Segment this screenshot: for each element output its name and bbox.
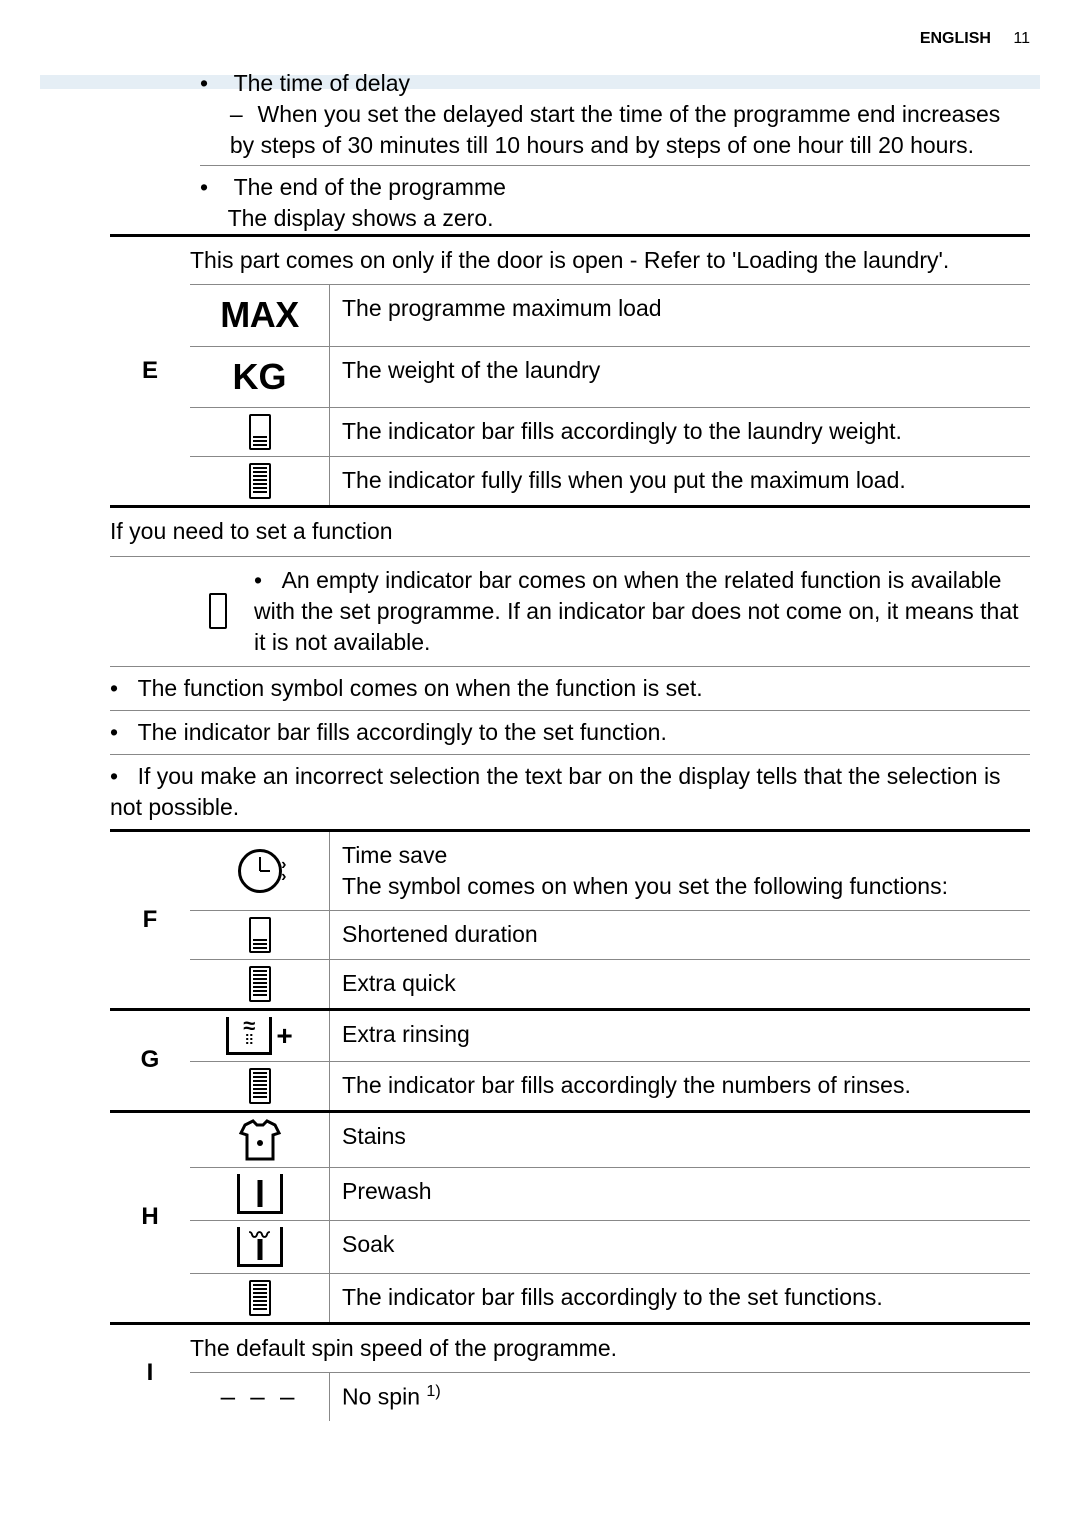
desc-weight-laundry: The weight of the laundry — [330, 347, 1030, 408]
sub-bullet-delay-detail: When you set the delayed start the time … — [230, 99, 1030, 161]
row-bullet-function-set: The function symbol comes on when the fu… — [110, 666, 1030, 710]
desc-prewash: Prewash — [330, 1168, 1030, 1220]
kg-icon: KG — [233, 353, 287, 402]
desc-max-load: The programme maximum load — [330, 285, 1030, 346]
indicator-bar-full-icon — [249, 966, 271, 1002]
desc-extra-rinsing: Extra rinsing — [330, 1011, 1030, 1061]
section-I-intro: The default spin speed of the programme. — [190, 1325, 1030, 1372]
section-G: G + Extra rinsing The indicator bar fill… — [110, 1008, 1030, 1110]
section-F-label: F — [110, 904, 190, 936]
section-H-label: H — [110, 1201, 190, 1233]
prewash-icon — [237, 1174, 283, 1214]
top-continuation-block: The time of delay When you set the delay… — [110, 68, 1030, 234]
section-E: E This part comes on only if the door is… — [110, 234, 1030, 505]
desc-stains: Stains — [330, 1113, 1030, 1167]
bullet-text: The time of delay — [234, 70, 410, 96]
section-H: H Stains Prewash Soak The indicato — [110, 1110, 1030, 1322]
indicator-bar-full-icon — [249, 1280, 271, 1316]
desc-H-indicator: The indicator bar fills accordingly to t… — [330, 1274, 1030, 1322]
desc-time-save-title: Time save — [342, 840, 1018, 871]
bullet-text: The indicator bar fills accordingly to t… — [110, 717, 1030, 748]
page-header: ENGLISH 11 — [110, 30, 1030, 48]
row-empty-indicator: An empty indicator bar comes on when the… — [110, 556, 1030, 666]
desc-no-spin: No spin 1) — [330, 1373, 1030, 1421]
page-content: ENGLISH 11 The time of delay When you se… — [0, 0, 1080, 1451]
header-language: ENGLISH — [920, 30, 991, 47]
bullet-text: The function symbol comes on when the fu… — [110, 673, 1030, 704]
indicator-bar-full-icon — [249, 1068, 271, 1104]
section-G-label: G — [110, 1044, 190, 1076]
end-programme-detail: The display shows a zero. — [228, 203, 1030, 234]
desc-bar-fills-weight: The indicator bar fills accordingly to t… — [330, 408, 1030, 456]
desc-rinse-indicator: The indicator bar fills accordingly the … — [330, 1062, 1030, 1110]
indicator-bar-low-icon — [249, 414, 271, 450]
function-header: If you need to set a function — [110, 505, 1030, 555]
max-icon: MAX — [220, 291, 299, 340]
section-F: F ›› Time save The symbol comes on when … — [110, 829, 1030, 1008]
no-spin-footnote: 1) — [426, 1382, 440, 1400]
stains-icon — [235, 1119, 285, 1161]
empty-indicator-icon — [209, 593, 227, 629]
section-I-label: I — [110, 1357, 190, 1389]
bullet-end-of-programme: The end of the programme The display sho… — [200, 172, 1030, 234]
soak-icon — [237, 1227, 283, 1267]
desc-shortened-duration: Shortened duration — [330, 911, 1030, 959]
row-bullet-indicator-fills: The indicator bar fills accordingly to t… — [110, 710, 1030, 754]
no-spin-icon: – – – — [221, 1379, 299, 1414]
extra-rinsing-icon: + — [226, 1017, 292, 1055]
section-E-label: E — [110, 355, 190, 387]
bullet-text: The end of the programme — [234, 174, 506, 200]
bullet-empty-indicator: An empty indicator bar comes on when the… — [254, 565, 1022, 658]
bullet-time-of-delay: The time of delay When you set the delay… — [200, 68, 1030, 161]
desc-extra-quick: Extra quick — [330, 960, 1030, 1008]
time-save-icon: ›› — [238, 849, 282, 893]
indicator-bar-low-icon — [249, 917, 271, 953]
desc-bar-full-max: The indicator fully fills when you put t… — [330, 457, 1030, 505]
header-page-number: 11 — [1013, 30, 1030, 47]
row-bullet-incorrect-selection: If you make an incorrect selection the t… — [110, 754, 1030, 829]
desc-time-save: The symbol comes on when you set the fol… — [342, 871, 1018, 902]
indicator-bar-full-icon — [249, 463, 271, 499]
desc-soak: Soak — [330, 1221, 1030, 1273]
bullet-text: If you make an incorrect selection the t… — [110, 761, 1030, 823]
section-I: I The default spin speed of the programm… — [110, 1322, 1030, 1421]
section-E-intro: This part comes on only if the door is o… — [190, 237, 1030, 284]
no-spin-text: No spin — [342, 1384, 420, 1410]
